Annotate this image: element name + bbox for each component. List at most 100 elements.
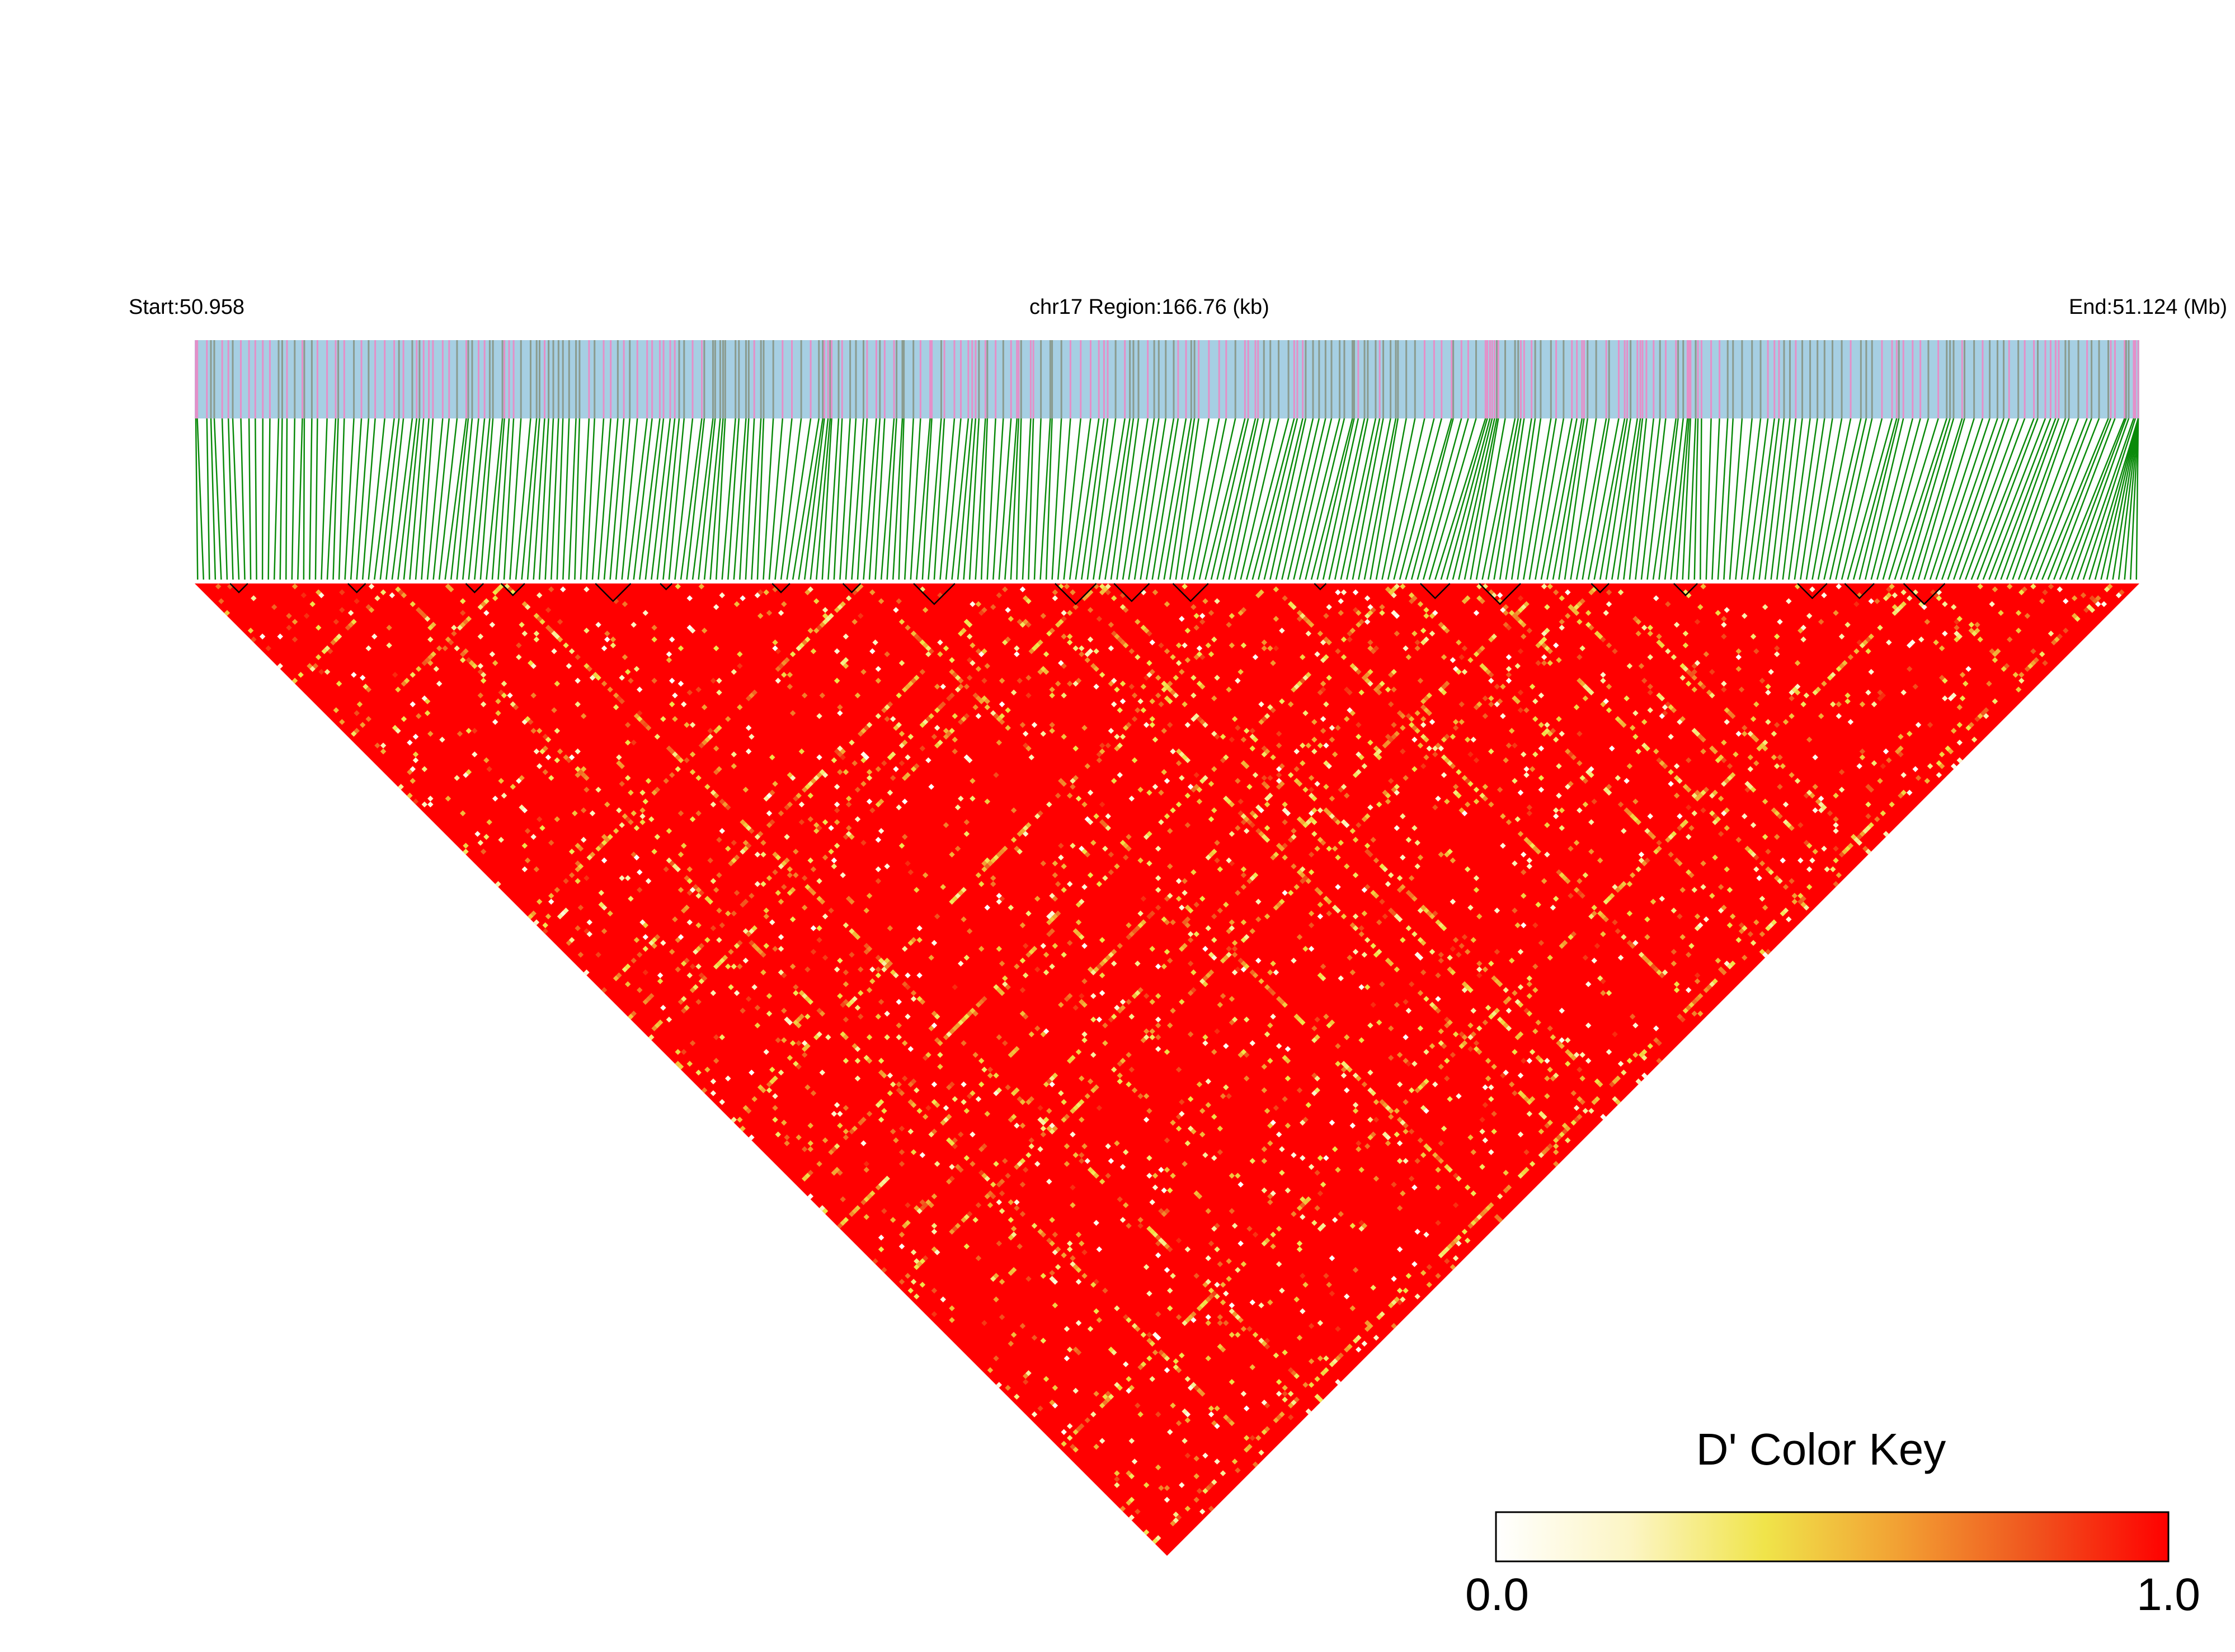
ld-cell — [1444, 851, 1450, 858]
snp-connector — [1322, 418, 1359, 580]
ld-cell — [1700, 583, 1706, 590]
ld-cell — [477, 840, 484, 846]
ld-cell — [1087, 819, 1094, 825]
ld-cell — [1161, 769, 1167, 775]
ld-cell — [1391, 610, 1397, 616]
ld-cell — [893, 607, 899, 613]
ld-cell — [551, 707, 557, 713]
ld-cell — [760, 840, 766, 846]
ld-cell — [1191, 675, 1197, 681]
ld-cell — [1668, 834, 1674, 840]
ld-cell — [1025, 1276, 1032, 1282]
ld-cell — [1199, 978, 1206, 985]
ld-cell — [845, 595, 852, 601]
ld-cell — [1762, 745, 1768, 752]
ld-cell — [828, 613, 834, 619]
ld-cell — [1396, 1158, 1403, 1164]
ld-cell — [1046, 801, 1052, 808]
ld-cell — [1279, 898, 1285, 905]
ld-cell — [1552, 1072, 1559, 1079]
ld-cell — [1119, 1505, 1126, 1512]
ld-cell — [1119, 1217, 1126, 1223]
snp-connector — [1535, 418, 1565, 580]
ld-cell — [1420, 1081, 1427, 1088]
ld-cell — [1838, 787, 1845, 793]
ld-cell — [698, 978, 705, 985]
ld-cell — [796, 1040, 802, 1046]
ld-cell — [1284, 1057, 1291, 1064]
ld-cell — [1577, 760, 1583, 766]
ld-cell — [580, 772, 587, 778]
ld-cell — [1582, 954, 1589, 961]
snp-connector — [1575, 418, 1607, 580]
ld-cell — [1229, 1331, 1235, 1338]
ld-cell — [1061, 663, 1067, 669]
ld-cell — [1143, 834, 1150, 840]
ld-cell — [863, 1214, 870, 1220]
ld-cell — [999, 990, 1005, 996]
ld-cell — [1603, 916, 1609, 923]
ld-cell — [1491, 1063, 1497, 1070]
ld-cell — [1102, 1022, 1108, 1029]
ld-cell — [1231, 952, 1238, 958]
ld-cell — [1352, 589, 1359, 596]
ld-cell — [639, 789, 646, 796]
ld-cell — [1573, 840, 1580, 846]
ld-cell — [1547, 1119, 1553, 1126]
ld-cell — [878, 1234, 884, 1241]
ld-cell — [1394, 1108, 1400, 1114]
ld-cell — [1155, 993, 1161, 999]
ld-cell — [1833, 828, 1839, 834]
ld-cell — [1391, 669, 1397, 675]
ld-cell — [1479, 792, 1485, 799]
ld-cell — [745, 748, 752, 755]
ld-cell — [1388, 961, 1394, 967]
snp-connector — [2012, 418, 2070, 580]
ld-cell — [1989, 601, 1995, 608]
ld-cell — [1473, 757, 1480, 764]
ld-cell — [769, 1066, 775, 1073]
ld-cell — [1417, 677, 1424, 684]
ld-cell — [863, 754, 870, 760]
ld-cell — [1005, 1173, 1011, 1179]
snp-connector — [615, 418, 630, 580]
ld-cell — [1426, 745, 1432, 752]
ld-cell — [1223, 1320, 1229, 1326]
ld-cell — [1789, 695, 1795, 702]
ld-cell — [1447, 1096, 1453, 1102]
ld-cell — [1668, 704, 1674, 710]
ld-cell — [742, 957, 749, 964]
ld-cell — [407, 792, 413, 799]
ld-cell — [914, 1087, 920, 1094]
ld-cell — [1615, 775, 1621, 781]
ld-cell — [1075, 1049, 1082, 1055]
ld-cell — [1456, 952, 1462, 958]
ld-cell — [1673, 775, 1680, 781]
ld-cell — [1046, 1237, 1052, 1244]
ld-cell — [624, 816, 631, 822]
ld-cell — [851, 1208, 858, 1215]
ld-cell — [1300, 677, 1306, 684]
snp-connector — [980, 418, 989, 580]
ld-cell — [1679, 1016, 1686, 1023]
ld-cell — [1685, 680, 1692, 687]
snp-connector — [462, 418, 479, 580]
ld-cell — [1170, 919, 1176, 925]
ld-cell — [1070, 1255, 1076, 1262]
ld-cell — [866, 722, 873, 728]
ld-cell — [1164, 949, 1170, 955]
ld-cell — [1140, 1037, 1147, 1043]
ld-cell — [339, 607, 345, 613]
ld-cell — [1061, 633, 1067, 640]
ld-cell — [698, 943, 705, 949]
ld-cell — [843, 1057, 849, 1064]
ld-cell — [757, 949, 764, 955]
ld-cell — [843, 769, 849, 775]
ld-cell — [1326, 910, 1332, 917]
ld-cell — [1175, 1237, 1182, 1244]
snp-connector — [550, 418, 559, 580]
ld-cell — [1361, 1222, 1368, 1229]
ld-cell — [1724, 866, 1730, 873]
ld-cell — [1644, 934, 1650, 940]
ld-cell — [551, 648, 557, 655]
